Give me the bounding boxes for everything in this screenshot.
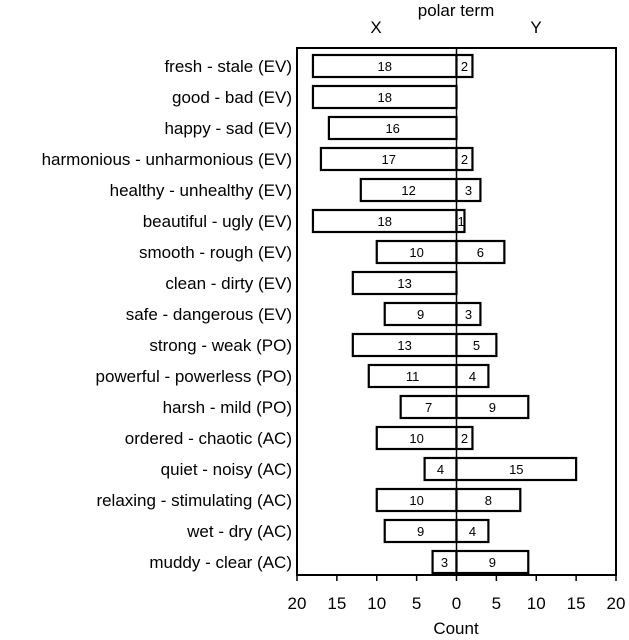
bar-x-value-label: 18	[377, 90, 391, 105]
x-tick-label: 5	[412, 594, 421, 613]
right-group-label: Y	[530, 18, 541, 37]
bar-y-value-label: 2	[461, 431, 468, 446]
bar-x-value-label: 11	[406, 369, 420, 384]
bar-x-value-label: 12	[401, 183, 415, 198]
x-tick-label: 0	[452, 594, 461, 613]
category-label: clean - dirty (EV)	[165, 274, 292, 293]
bar-x-value-label: 18	[377, 214, 391, 229]
bar-y-value-label: 15	[509, 462, 523, 477]
bar-y-value-label: 4	[469, 369, 476, 384]
category-label: harmonious - unharmonious (EV)	[42, 150, 292, 169]
bar-y-value-label: 9	[489, 400, 496, 415]
bar-y-value-label: 4	[469, 524, 476, 539]
bar-x-value-label: 9	[417, 307, 424, 322]
x-axis-ticks: 20 15 10 5 0 5 10 15 20	[288, 575, 626, 613]
category-label: relaxing - stimulating (AC)	[96, 491, 292, 510]
category-labels: fresh - stale (EV) good - bad (EV) happy -…	[42, 57, 292, 572]
x-tick-label: 20	[288, 594, 307, 613]
bar-y-value-label: 8	[485, 493, 492, 508]
bar-x-value-label: 16	[385, 121, 399, 136]
bar-y-value-label: 5	[473, 338, 480, 353]
x-tick-label: 15	[327, 594, 346, 613]
category-label: beautiful - ugly (EV)	[143, 212, 292, 231]
x-tick-label: 20	[607, 594, 626, 613]
category-label: wet - dry (AC)	[186, 522, 292, 541]
bar-x-value-label: 17	[381, 152, 395, 167]
category-label: happy - sad (EV)	[164, 119, 292, 138]
bar-x-value-label: 9	[417, 524, 424, 539]
category-label: fresh - stale (EV)	[164, 57, 292, 76]
bar-x-value-label: 13	[397, 276, 411, 291]
bar-x-value-label: 13	[397, 338, 411, 353]
x-axis-label: Count	[433, 619, 479, 638]
category-label: smooth - rough (EV)	[139, 243, 292, 262]
bar-y-value-label: 9	[489, 555, 496, 570]
bar-y-value-label: 3	[465, 307, 472, 322]
category-label: harsh - mild (PO)	[163, 398, 292, 417]
category-label: quiet - noisy (AC)	[161, 460, 292, 479]
x-tick-label: 10	[527, 594, 546, 613]
bar-y-value-label: 2	[461, 152, 468, 167]
bar-x-value-label: 10	[409, 245, 423, 260]
bar-x-value-label: 7	[425, 400, 432, 415]
x-tick-label: 10	[367, 594, 386, 613]
category-label: powerful - powerless (PO)	[95, 367, 292, 386]
bars-layer: 18 2 18 16 17 2 12 3 18 1 10 6 13 9 3 13 5 11 4 7 9 10 2 4 15 10 8…	[311, 53, 578, 575]
chart-title: polar term	[418, 1, 495, 20]
bar-x-value-label: 10	[409, 493, 423, 508]
x-tick-label: 15	[567, 594, 586, 613]
bar-y-value-label: 1	[458, 214, 465, 229]
bar-x-value-label: 18	[377, 59, 391, 74]
bar-y-value-label: 2	[461, 59, 468, 74]
bar-x-value-label: 4	[437, 462, 444, 477]
category-label: healthy - unhealthy (EV)	[110, 181, 292, 200]
category-label: strong - weak (PO)	[149, 336, 292, 355]
bar-y-value-label: 3	[465, 183, 472, 198]
category-label: ordered - chaotic (AC)	[125, 429, 292, 448]
category-label: muddy - clear (AC)	[149, 553, 292, 572]
left-group-label: X	[370, 18, 381, 37]
x-tick-label: 5	[492, 594, 501, 613]
category-label: safe - dangerous (EV)	[126, 305, 292, 324]
bar-x-value-label: 3	[441, 555, 448, 570]
bar-y-value-label: 6	[477, 245, 484, 260]
category-label: good - bad (EV)	[172, 88, 292, 107]
bar-x-value-label: 10	[409, 431, 423, 446]
